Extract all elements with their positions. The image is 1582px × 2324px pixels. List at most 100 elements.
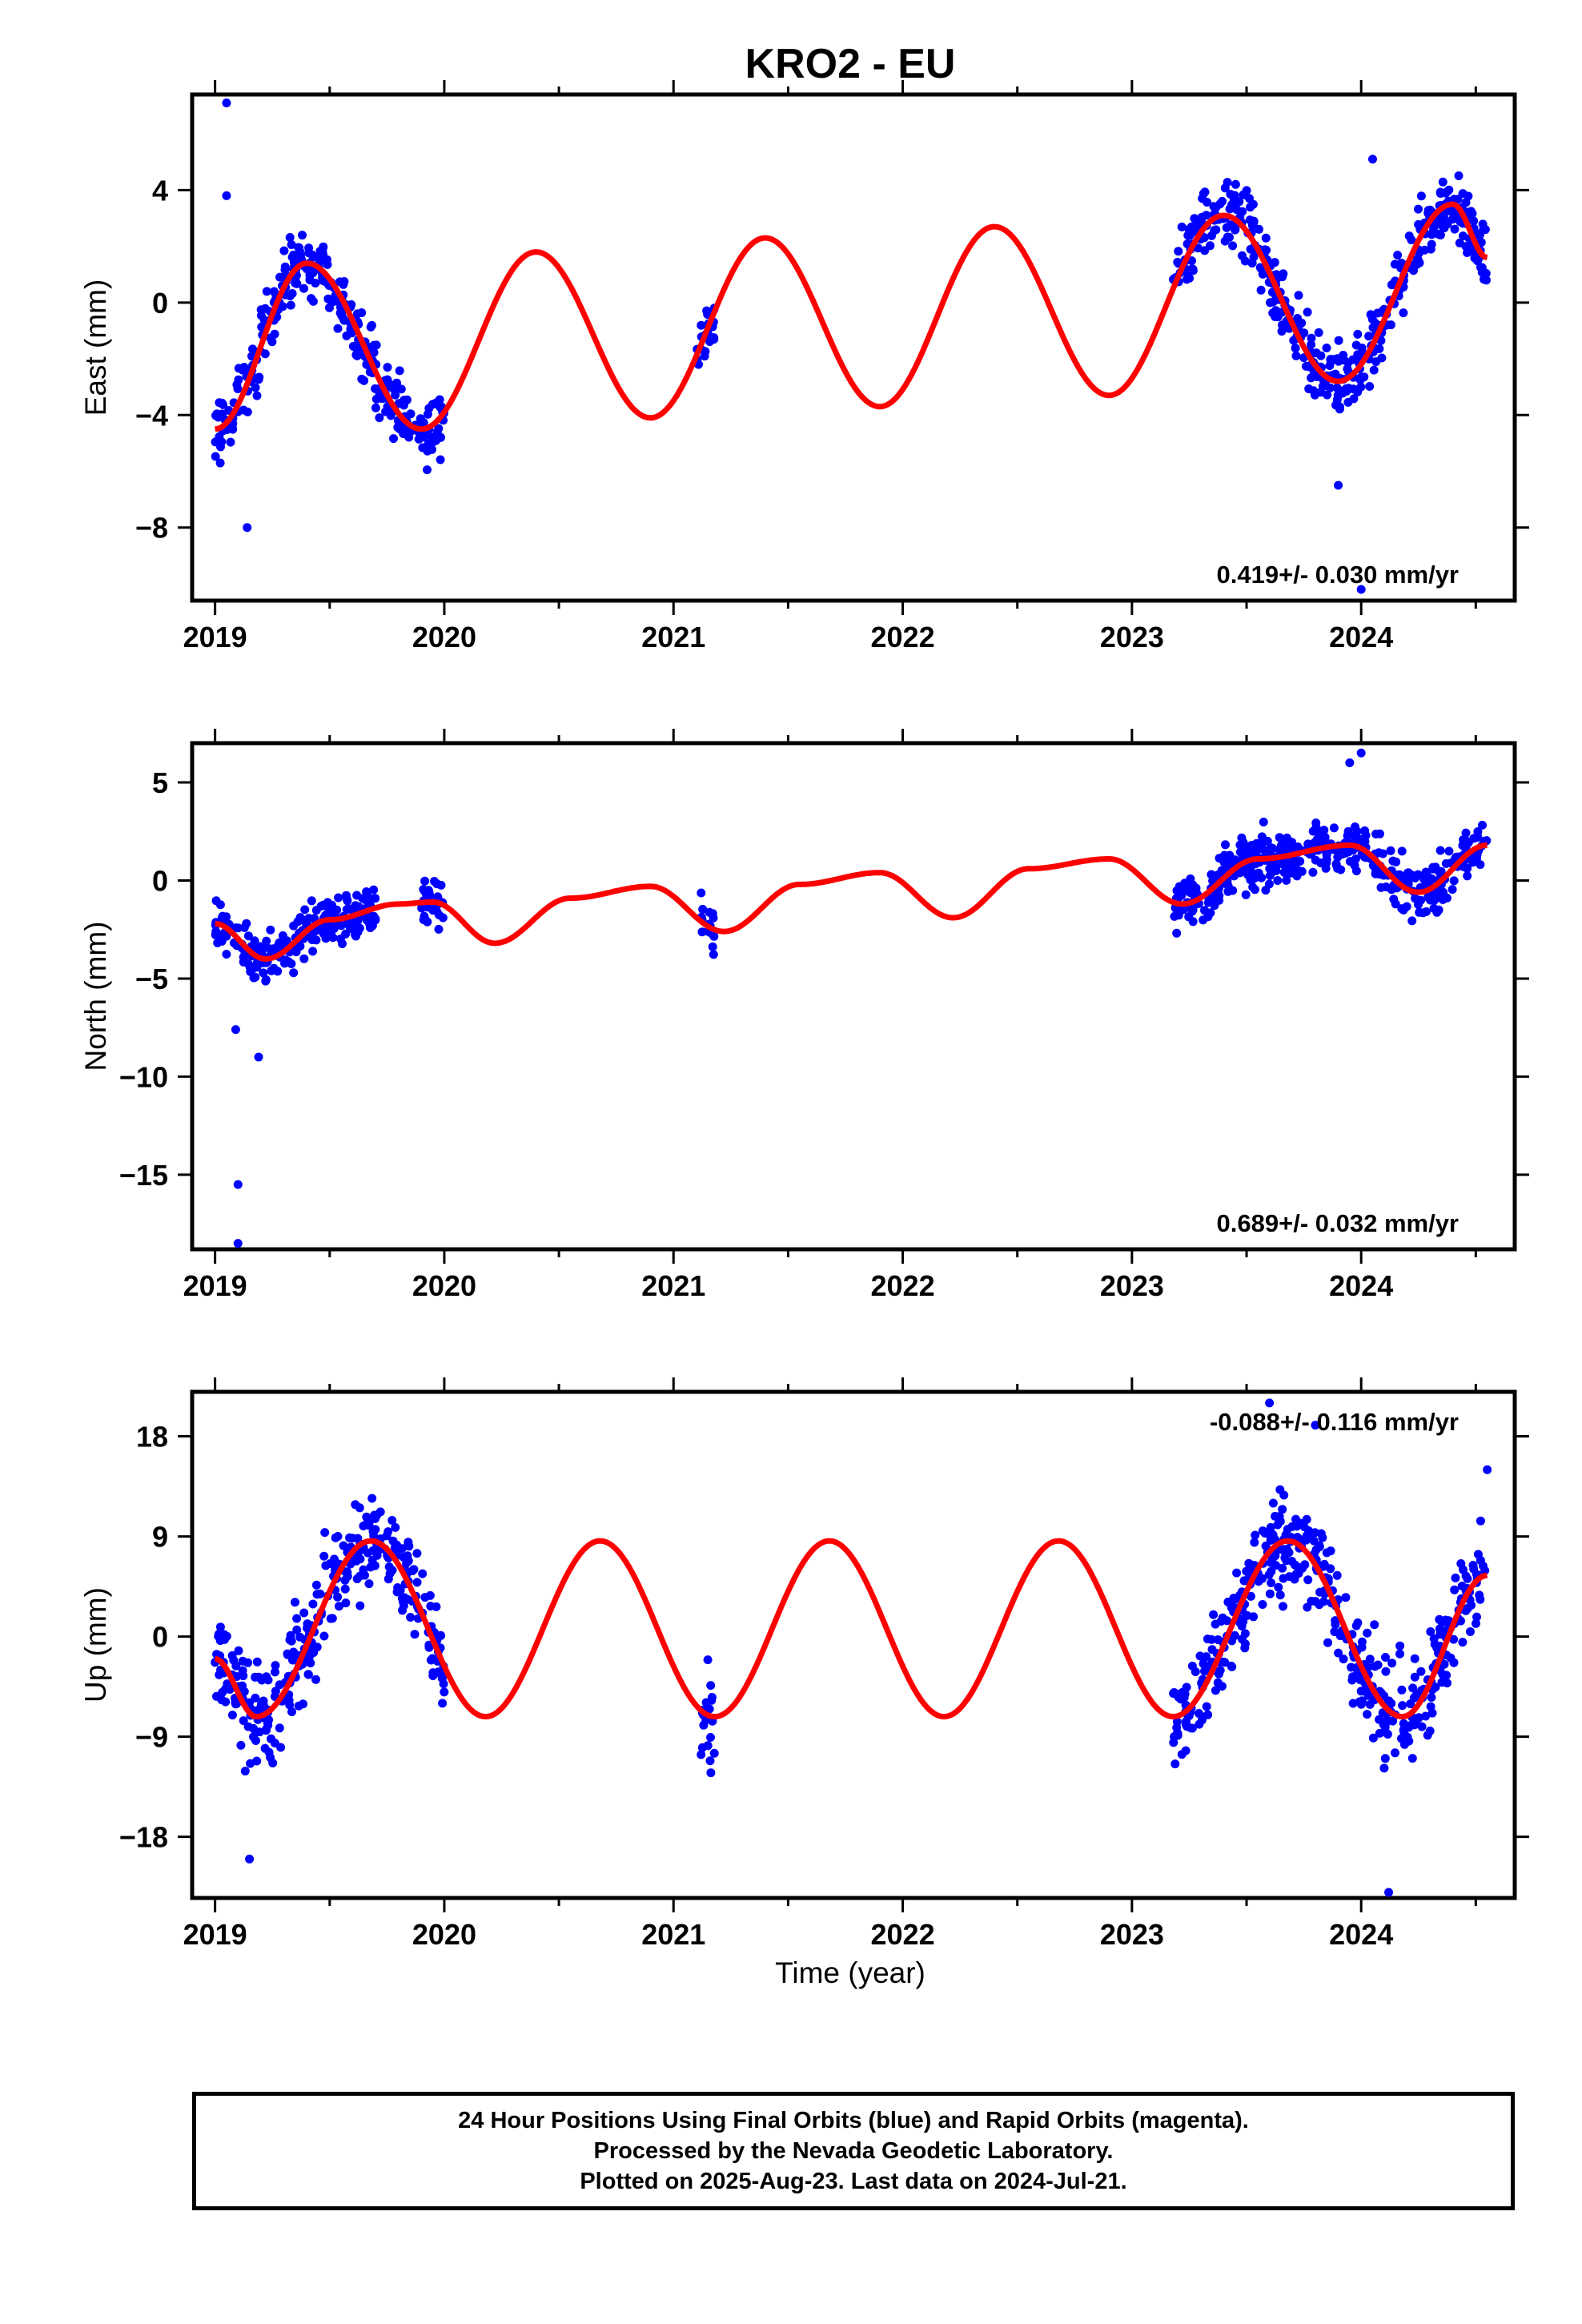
data-point [1273,1520,1283,1530]
data-point [440,1687,449,1697]
data-point [1365,382,1375,391]
data-point [243,931,253,941]
x-tick-label: 2024 [1329,1269,1393,1302]
data-point [1227,1636,1237,1646]
data-point [293,917,303,927]
data-point [1307,340,1316,349]
data-point [261,976,271,986]
data-point [709,931,719,941]
data-point [1404,1736,1414,1746]
data-point [1327,356,1336,366]
data-point [1391,857,1401,866]
data-point [1179,1693,1189,1703]
data-point [1332,395,1342,404]
data-point [428,1671,438,1680]
data-point [257,322,267,332]
data-point [1275,1590,1285,1600]
data-point [412,1578,422,1587]
data-point [1206,908,1215,918]
data-point [1265,1530,1274,1539]
data-point [367,1494,377,1503]
data-point [355,1601,365,1610]
data-point [371,340,381,350]
data-point [1393,251,1403,260]
data-point [1326,1546,1335,1556]
data-point [1479,225,1488,235]
data-point [271,1667,279,1677]
data-point [233,1180,243,1189]
data-point [1414,204,1423,214]
data-point [1463,1574,1472,1583]
data-point [1259,818,1268,826]
data-point [271,1661,280,1671]
data-point [238,1656,247,1666]
data-point [1287,838,1297,847]
data-point [1407,870,1416,879]
data-point [370,1525,379,1534]
data-point [1332,1570,1342,1580]
data-point [268,1759,278,1767]
data-point [227,1711,237,1720]
data-point [1329,823,1339,833]
data-point [423,446,432,456]
data-point [1265,1589,1275,1598]
data-point [1282,875,1291,885]
data-point [1438,177,1447,187]
data-point [1449,1658,1459,1667]
data-point [275,1723,284,1733]
data-point [1268,1498,1278,1508]
data-point [333,1592,343,1602]
data-point [286,300,295,310]
data-point [1172,1729,1182,1739]
data-point [1454,171,1464,180]
data-point [1182,275,1191,284]
data-point [1278,1505,1287,1514]
data-point [1261,233,1271,243]
data-point [1251,1530,1260,1540]
data-point [1203,1710,1213,1719]
data-point [436,455,445,464]
data-point [353,1534,363,1543]
data-point [299,283,308,293]
data-point [1375,1728,1384,1738]
data-point [289,1647,299,1657]
data-point [243,523,252,533]
data-point [425,891,435,901]
data-point [1209,202,1219,211]
data-point [1357,1642,1367,1652]
data-point [1228,241,1238,251]
data-point [706,1768,716,1778]
data-point [292,279,302,288]
data-point [1322,344,1331,352]
data-point [375,1507,385,1517]
data-point [1195,1719,1204,1729]
data-point [1472,1612,1481,1622]
data-point [1243,842,1253,851]
data-point [1350,861,1359,870]
data-point [1200,246,1210,255]
data-point [1307,333,1316,343]
data-point [256,305,266,315]
footer-line-2: Processed by the Nevada Geodetic Laborat… [593,2138,1114,2164]
data-point [239,1716,248,1726]
data-point [351,901,360,911]
data-point [1395,1641,1405,1651]
x-tick-label: 2019 [183,621,247,653]
data-point [1331,1616,1340,1626]
data-point [1353,1618,1363,1627]
data-point [249,1732,258,1742]
data-point [1303,308,1312,317]
data-point [292,1614,302,1623]
data-point [1268,843,1277,853]
data-point [1307,1596,1316,1606]
data-point [1353,329,1363,339]
data-point [311,1580,321,1590]
data-point [238,1666,247,1675]
y-tick-label: −18 [119,1821,168,1854]
data-point [1363,1691,1373,1700]
data-point [1291,1570,1301,1579]
data-point [333,324,343,333]
data-point [236,1740,246,1750]
data-point [239,1687,249,1696]
data-point [1258,1600,1267,1609]
